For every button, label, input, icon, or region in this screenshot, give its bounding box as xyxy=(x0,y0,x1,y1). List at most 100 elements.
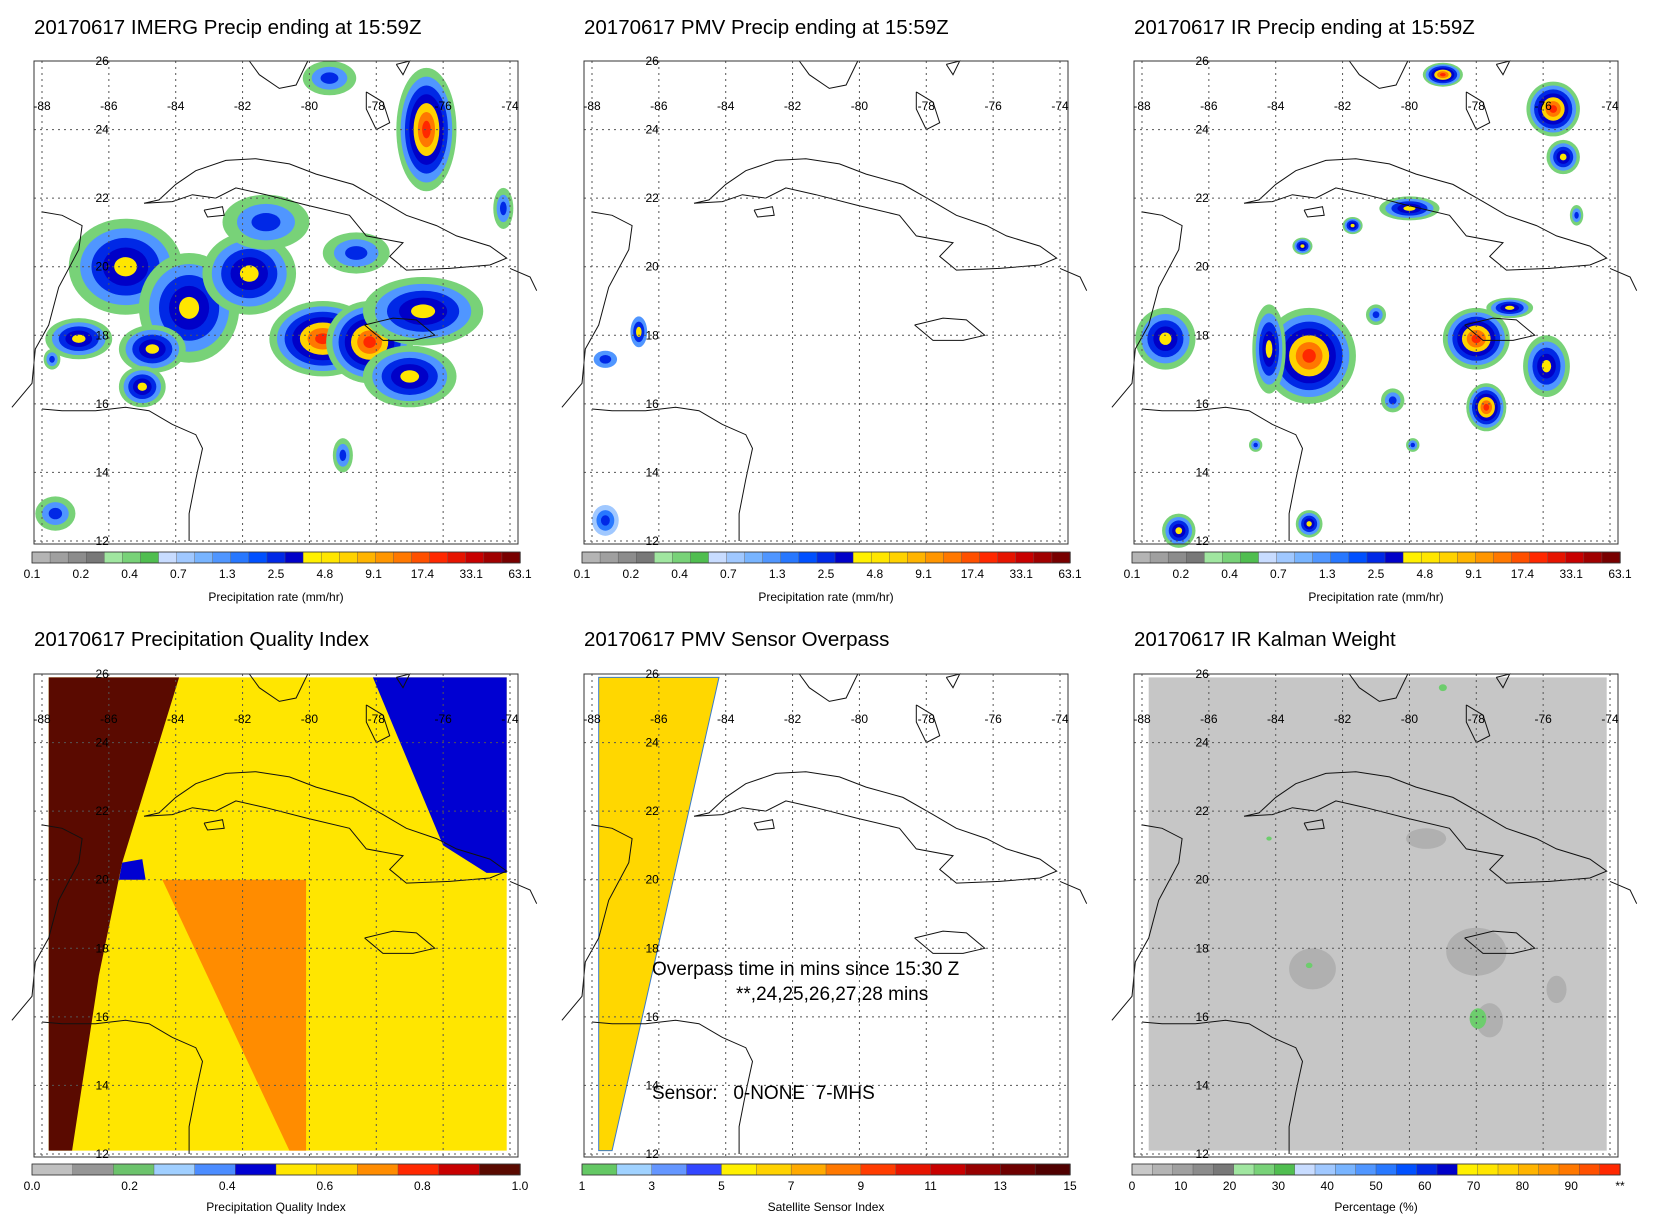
coastline xyxy=(798,673,859,702)
precip-contour xyxy=(322,232,390,274)
colorbar-swatch xyxy=(756,1163,792,1176)
longitude-label: -76 xyxy=(984,712,1002,726)
coastline xyxy=(365,91,391,131)
latitude-label: 26 xyxy=(95,667,109,681)
precip-contour xyxy=(1537,93,1569,125)
precip-contour xyxy=(52,322,106,356)
longitude-label: -88 xyxy=(33,99,51,113)
precip-contour xyxy=(1406,438,1420,452)
weight-contour xyxy=(1289,948,1336,990)
coastline xyxy=(693,771,1058,884)
precip-contour xyxy=(1350,223,1355,228)
colorbar-swatch xyxy=(429,551,449,564)
colorbar-tick-label: 0.7 xyxy=(1270,567,1287,581)
colorbar-tick-label: 30 xyxy=(1272,1179,1286,1193)
coastline xyxy=(1465,91,1491,131)
precip-contour xyxy=(1300,244,1305,248)
longitude-label: -78 xyxy=(918,712,936,726)
precip-cell xyxy=(138,253,240,363)
colorbar-swatch xyxy=(617,551,637,564)
coastline xyxy=(364,930,436,954)
precip-contour xyxy=(1526,81,1580,137)
longitude-label: -88 xyxy=(33,712,51,726)
precip-contour xyxy=(1379,196,1440,221)
colorbar: 0.1 0.2 0.4 0.7 1.3 2.5 4.8 9.1 17.4 33.1 63.1 xyxy=(574,551,1082,581)
colorbar-swatch xyxy=(780,551,800,564)
precip-cell xyxy=(302,61,357,96)
latitude-label: 26 xyxy=(1195,54,1209,68)
precip-cell xyxy=(68,218,183,315)
axis-labels: -88 -86 -84 -82 -80 -78 -76 -74 26 24 22 20 18 16 14 12 xyxy=(1133,667,1619,1161)
latitude-label: 18 xyxy=(95,941,109,955)
precip-contour xyxy=(1306,521,1312,527)
colorbar-swatch xyxy=(1294,1163,1316,1176)
latitude-label: 14 xyxy=(95,1078,109,1092)
coastline xyxy=(143,158,508,271)
latitude-label: 12 xyxy=(1195,1147,1209,1161)
precip-contour xyxy=(1369,307,1383,322)
colorbar-tick-label: 0.2 xyxy=(622,567,639,581)
coastline xyxy=(753,206,775,218)
longitude-label: -74 xyxy=(1601,712,1619,726)
sensor-swath-mhs xyxy=(598,676,720,1152)
longitude-label: -86 xyxy=(1200,99,1218,113)
map-frame xyxy=(1134,674,1618,1157)
coastline xyxy=(945,673,961,689)
colorbar-label: Precipitation rate (mm/hr) xyxy=(1308,590,1444,604)
longitude-label: -76 xyxy=(984,99,1002,113)
colorbar: 0.1 0.2 0.4 0.7 1.3 2.5 4.8 9.1 17.4 33.1 63.1 xyxy=(24,551,532,581)
colorbar-swatch xyxy=(1253,1163,1276,1176)
precip-contour xyxy=(1495,301,1524,315)
precip-contour xyxy=(1162,513,1196,548)
precip-contour xyxy=(138,339,166,359)
precip-cell xyxy=(1135,307,1196,370)
coastline xyxy=(1464,317,1536,341)
longitude-label: -76 xyxy=(434,99,452,113)
precip-contour xyxy=(72,334,86,343)
colorbar-swatch xyxy=(1172,1163,1194,1176)
colorbar-swatch xyxy=(266,551,286,564)
colorbar-tick-label: 9.1 xyxy=(915,567,932,581)
longitude-label: -80 xyxy=(851,99,869,113)
longitude-label: -78 xyxy=(1468,712,1486,726)
colorbar-tick-label: 9.1 xyxy=(365,567,382,581)
precip-contour xyxy=(45,318,113,360)
colorbar-swatch xyxy=(393,551,413,564)
colorbar-swatch xyxy=(230,551,250,564)
colorbar-tick-label: 9 xyxy=(858,1179,865,1193)
precip-contour xyxy=(1490,299,1529,317)
precip-contour xyxy=(1295,510,1323,538)
precip-contour xyxy=(43,349,61,370)
latitude-label: 18 xyxy=(1195,328,1209,342)
map-background xyxy=(1134,61,1618,544)
longitude-label: -84 xyxy=(167,712,185,726)
precip-cell xyxy=(1252,304,1286,394)
colorbar-tick-label: 63.1 xyxy=(1608,567,1632,581)
graticule xyxy=(33,60,519,545)
precip-contour xyxy=(1530,85,1577,133)
coastline xyxy=(203,819,225,831)
precip-contour xyxy=(1422,62,1463,87)
precip-contour xyxy=(1365,304,1387,326)
colorbar-tick-label: 11 xyxy=(924,1179,937,1193)
colorbar-swatch xyxy=(1518,1163,1540,1176)
colorbar-swatch xyxy=(1355,1163,1377,1176)
precip-contour xyxy=(593,350,618,368)
colorbar-border xyxy=(581,551,1071,564)
precip-cell xyxy=(202,232,297,315)
precip-contour xyxy=(1546,139,1580,175)
colorbar-tick-label: 1 xyxy=(579,1179,586,1193)
latitude-label: 26 xyxy=(1195,667,1209,681)
colorbar-tick-label: 0.8 xyxy=(414,1179,431,1193)
precip-contour xyxy=(1344,218,1361,233)
colorbar-swatch xyxy=(1000,1163,1036,1176)
precip-contour xyxy=(1541,359,1552,373)
precip-contour xyxy=(114,257,137,277)
precip-cell xyxy=(326,301,414,384)
coastline xyxy=(11,211,83,408)
colorbar-swatch xyxy=(357,1163,399,1176)
precip-contour xyxy=(1549,143,1577,171)
precip-contour xyxy=(1295,342,1323,370)
